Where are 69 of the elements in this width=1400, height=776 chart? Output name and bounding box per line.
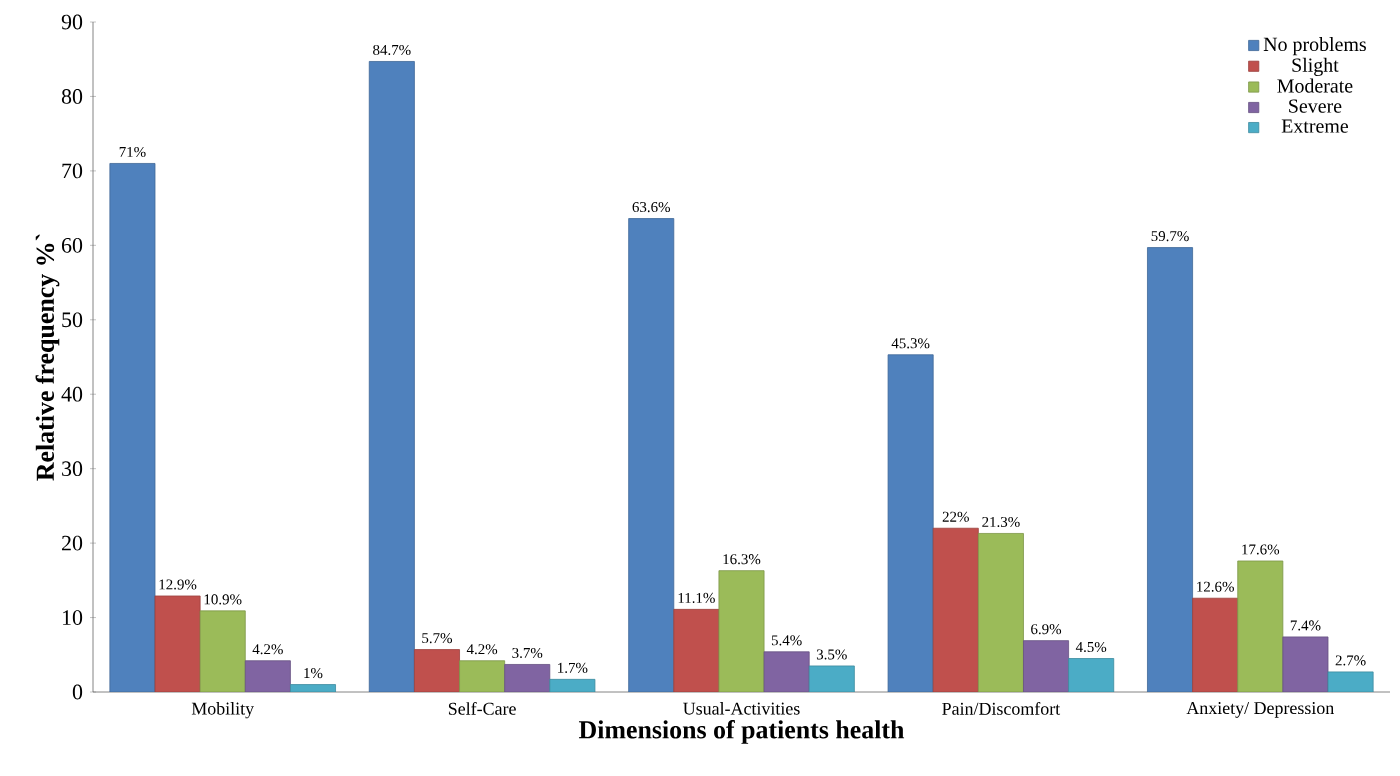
data-label: 1.7% — [558, 662, 588, 673]
x-axis-title: Dimensions of patients health — [578, 720, 905, 744]
legend-label: Extreme — [1281, 119, 1348, 133]
bar — [1237, 560, 1284, 692]
data-label: 4.2% — [252, 644, 283, 655]
y-tick-label: 30 — [62, 461, 83, 477]
data-label: 4.2% — [466, 644, 498, 655]
bar — [504, 664, 551, 692]
data-label: 63.6% — [632, 201, 671, 213]
legend-label: Severe — [1289, 99, 1342, 113]
bar — [368, 61, 415, 692]
bar — [977, 533, 1024, 692]
data-label: 11.1% — [678, 592, 715, 603]
bar — [109, 163, 156, 692]
x-tick-label: Self-Care — [448, 702, 516, 715]
bar — [244, 660, 291, 692]
bar — [414, 649, 460, 692]
data-label: 5.7% — [422, 633, 453, 644]
x-tick-label: Anxiety/ Depression — [1186, 702, 1334, 718]
y-tick-label: 60 — [61, 237, 83, 253]
bar — [718, 570, 765, 692]
bar — [808, 665, 855, 692]
bar — [199, 610, 246, 692]
data-label: 3.5% — [816, 649, 847, 660]
legend-label: No problems — [1263, 37, 1366, 56]
data-label: 7.4% — [1290, 620, 1321, 631]
x-tick-label: Usual-Activities — [683, 702, 800, 715]
y-tick-label: 10 — [62, 610, 83, 625]
y-tick-label: 0 — [72, 684, 83, 700]
legend-label: Moderate — [1277, 78, 1353, 93]
y-tick-label: 90 — [61, 14, 83, 30]
y-axis-title: Relative frequency %` — [35, 234, 60, 481]
data-label: 21.3% — [982, 516, 1020, 528]
bar — [763, 651, 810, 692]
y-tick-label: 70 — [62, 163, 83, 179]
y-tick-label: 50 — [62, 312, 83, 328]
bar — [887, 354, 934, 692]
bar — [932, 527, 979, 692]
bar — [459, 660, 506, 692]
data-label: 45.3% — [891, 338, 930, 349]
data-label: 5.4% — [771, 635, 802, 646]
data-label: 71% — [119, 146, 146, 158]
data-label: 12.9% — [159, 579, 197, 590]
bar — [1023, 640, 1069, 692]
bar — [1147, 247, 1193, 692]
y-tick-label: 40 — [61, 386, 83, 402]
x-tick-label: Mobility — [191, 702, 255, 719]
x-tick-label: Pain/Discomfort — [942, 702, 1061, 715]
bar — [673, 608, 720, 692]
bar — [1192, 597, 1239, 692]
data-label: 22% — [942, 511, 969, 522]
data-label: 59.7% — [1151, 231, 1189, 242]
data-label: 2.7% — [1335, 655, 1366, 666]
bar — [1282, 636, 1329, 692]
data-label: 4.5% — [1075, 641, 1107, 653]
legend-label: Slight — [1292, 57, 1339, 76]
y-tick-label: 20 — [62, 535, 83, 551]
data-label: 3.7% — [512, 647, 543, 659]
y-tick-label: 80 — [61, 89, 83, 104]
data-label: 17.6% — [1242, 544, 1280, 555]
bar — [628, 218, 675, 692]
bar — [1068, 658, 1115, 692]
data-label: 12.6% — [1197, 581, 1234, 592]
data-label: 6.9% — [1031, 624, 1062, 635]
bar — [154, 595, 201, 692]
data-label: 84.7% — [373, 44, 411, 56]
data-label: 16.3% — [723, 554, 761, 565]
data-label: 1% — [304, 668, 323, 679]
data-label: 10.9% — [204, 594, 242, 605]
